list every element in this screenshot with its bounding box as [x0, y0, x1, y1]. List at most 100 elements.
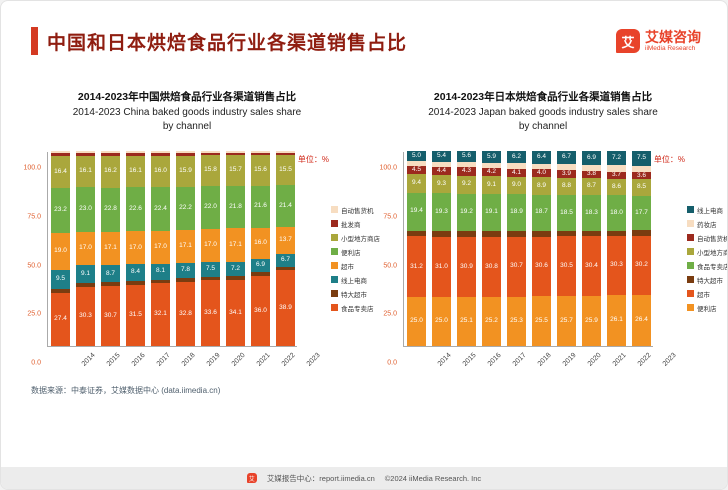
- legend-swatch: [331, 248, 338, 255]
- x-tick-label: 2016: [486, 351, 503, 368]
- segment-线上电商: 9.1: [76, 265, 95, 284]
- x-tick-label: 2020: [586, 351, 603, 368]
- segment-特大超市: [201, 276, 220, 281]
- segment-药妆店: [632, 165, 651, 173]
- segment-批发商: [151, 153, 170, 156]
- legend-label: 特大超市: [341, 291, 367, 299]
- x-tick: 2023: [306, 347, 328, 371]
- segment-线上电商: 7.2: [226, 261, 245, 276]
- segment-线上电商: 9.5: [51, 270, 70, 289]
- segment-小型地方商店: 15.8: [201, 155, 220, 187]
- segment-特大超市: [151, 279, 170, 284]
- segment-线上电商: 6.9: [251, 258, 270, 273]
- segment-小型地方商店: 16.4: [51, 155, 70, 188]
- segment-线上电商: 5.9: [482, 151, 501, 163]
- segment-自动售货机: 3.6: [632, 172, 651, 180]
- legend-swatch: [331, 290, 338, 297]
- segment-小型地方商店: 8.6: [607, 178, 626, 196]
- segment-自动售货机: [151, 151, 170, 154]
- chart-title-cn: 2014-2023年日本烘焙食品行业各渠道销售占比: [433, 91, 653, 103]
- x-tick-label: 2023: [661, 351, 678, 368]
- segment-自动售货机: 3.7: [607, 171, 626, 179]
- segment-小型地方商店: 15.5: [276, 154, 295, 186]
- segment-食品专卖店: 32.1: [151, 283, 170, 346]
- legend-swatch: [331, 304, 338, 311]
- segment-自动售货机: [126, 151, 145, 154]
- segment-特大超市: [407, 230, 426, 237]
- legend-item: 特大超市: [331, 289, 380, 299]
- legend-item: 食品专卖店: [687, 261, 727, 271]
- segment-便利店: 26.1: [607, 295, 626, 346]
- segment-自动售货机: [51, 151, 70, 154]
- legend-swatch: [331, 276, 338, 283]
- iimedia-mini-logo-icon: 艾: [246, 473, 257, 483]
- x-tick: 2016: [130, 347, 153, 371]
- segment-超市: 30.3: [607, 236, 626, 296]
- segment-食品专卖店: 34.1: [226, 279, 245, 346]
- segment-便利店: 25.1: [457, 297, 476, 346]
- segment-特大超市: [607, 230, 626, 237]
- legend-swatch: [687, 234, 694, 241]
- chart-title-en-line2: by channel: [518, 121, 568, 132]
- segment-食品专卖店: 30.7: [101, 286, 120, 346]
- y-tick-label: 50.0: [27, 262, 41, 269]
- segment-小型地方商店: 8.9: [532, 177, 551, 195]
- plot-outer: 单位：% 100.0 75.0 50.0 25.0 0.0 25.0 31.2 19.4 9.…: [369, 151, 687, 371]
- segment-超市: 13.7: [276, 226, 295, 254]
- segment-超市: 31.2: [407, 236, 426, 298]
- segment-小型地方商店: 16.0: [151, 155, 170, 187]
- segment-食品专卖店: 19.2: [457, 193, 476, 231]
- bar-2015: 25.0 31.0 19.3 9.3 4.4 5.4: [432, 151, 451, 346]
- segment-超市: 17.0: [151, 230, 170, 264]
- segment-自动售货机: 4.5: [407, 165, 426, 175]
- legend-item: 食品专卖店: [331, 303, 380, 313]
- x-tick: 2014: [81, 347, 103, 371]
- segment-便利店: 25.9: [582, 295, 601, 346]
- title-accent-bar: [31, 27, 38, 55]
- x-tick-label: 2015: [105, 351, 122, 368]
- segment-超市: 30.8: [482, 236, 501, 297]
- segment-批发商: [126, 153, 145, 156]
- x-tick-label: 2018: [536, 351, 553, 368]
- legend-item: 批发商: [331, 219, 380, 229]
- x-tick-label: 2017: [511, 351, 528, 368]
- x-tick: 2021: [256, 347, 278, 371]
- y-tick-label: 0.0: [387, 359, 397, 367]
- x-tick-label: 2016: [130, 351, 147, 368]
- segment-小型地方商店: 16.1: [76, 155, 95, 188]
- x-tick-label: 2015: [461, 351, 478, 368]
- segment-批发商: [226, 152, 245, 156]
- legend-item: 小型地方商店: [331, 233, 380, 243]
- segment-自动售货机: 4.2: [482, 167, 501, 177]
- segment-小型地方商店: 8.8: [557, 177, 576, 195]
- segment-便利店: 22.4: [151, 186, 170, 231]
- segment-超市: 19.0: [51, 233, 70, 271]
- segment-小型地方商店: 9.1: [482, 176, 501, 194]
- segment-食品专卖店: 18.5: [557, 194, 576, 231]
- segment-药妆店: [457, 161, 476, 168]
- segment-小型地方商店: 9.3: [432, 175, 451, 194]
- x-tick-label: 2019: [561, 351, 578, 368]
- legend-item: 线上电商: [687, 205, 727, 215]
- legend-label: 线上电商: [697, 207, 723, 215]
- legend-label: 批发商: [341, 221, 361, 229]
- x-tick-label: 2019: [205, 351, 222, 368]
- x-tick-label: 2022: [636, 351, 653, 368]
- segment-线上电商: 8.1: [151, 263, 170, 280]
- bar-2023: 26.4 30.2 17.7 8.5 3.6 7.5: [632, 151, 651, 346]
- segment-便利店: 21.4: [276, 185, 295, 227]
- segment-便利店: 25.5: [532, 296, 551, 346]
- segment-便利店: 25.7: [557, 295, 576, 346]
- y-tick-label: 0.0: [31, 359, 41, 367]
- segment-食品专卖店: 38.9: [276, 270, 295, 346]
- segment-自动售货机: 3.8: [582, 170, 601, 179]
- segment-药妆店: [432, 161, 451, 167]
- chart-title-en: 2014-2023 Japan baked goods industry sal…: [428, 107, 658, 118]
- y-tick-label: 75.0: [27, 213, 41, 221]
- x-tick: 2018: [536, 347, 559, 371]
- x-tick-label: 2020: [230, 351, 247, 368]
- segment-药妆店: [507, 163, 526, 169]
- bar-2020: 25.7 30.5 18.5 8.8 3.9 6.7: [557, 151, 576, 346]
- x-tick-label: 2022: [280, 351, 297, 368]
- report-center-link[interactable]: 艾媒报告中心：report.iimedia.cn: [266, 473, 375, 483]
